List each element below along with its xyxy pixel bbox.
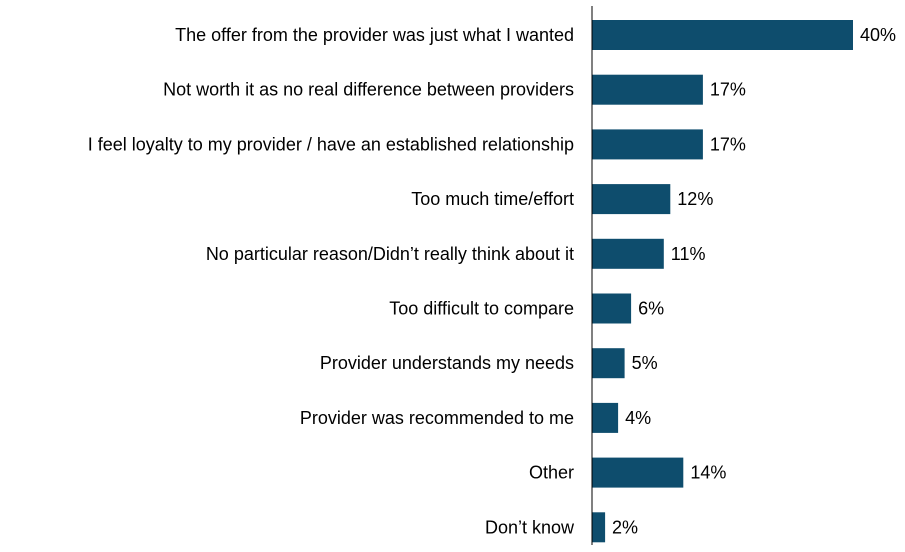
- category-label: Provider was recommended to me: [300, 408, 574, 428]
- bar: [592, 348, 625, 379]
- category-label: I feel loyalty to my provider / have an …: [88, 134, 574, 154]
- bar: [592, 20, 853, 50]
- value-label: 6%: [638, 299, 664, 319]
- value-label: 11%: [671, 244, 706, 264]
- bar: [592, 74, 703, 105]
- bar: [592, 129, 703, 160]
- category-label: The offer from the provider was just wha…: [175, 25, 574, 45]
- bar: [592, 293, 632, 324]
- value-label: 4%: [625, 408, 651, 428]
- value-label: 14%: [690, 463, 726, 483]
- value-label: 17%: [710, 80, 746, 100]
- category-label: Too difficult to compare: [389, 299, 574, 319]
- category-label: Not worth it as no real difference betwe…: [163, 80, 574, 100]
- category-label: No particular reason/Didn’t really think…: [206, 244, 574, 264]
- value-labels-layer: 40% 17% 17% 12% 11% 6% 5% 4% 14% 2%: [612, 25, 896, 537]
- bar: [592, 184, 671, 215]
- bar: [592, 238, 664, 269]
- value-label: 5%: [632, 353, 658, 373]
- bars-layer: [592, 20, 853, 543]
- value-label: 12%: [677, 189, 713, 209]
- category-labels-layer: The offer from the provider was just wha…: [88, 25, 575, 537]
- value-label: 17%: [710, 134, 746, 154]
- category-label: Other: [529, 463, 574, 483]
- bar: [592, 457, 684, 488]
- category-label: Provider understands my needs: [320, 353, 574, 373]
- category-label: Too much time/effort: [411, 189, 574, 209]
- value-label: 40%: [860, 25, 896, 45]
- bar: [592, 402, 619, 433]
- value-label: 2%: [612, 517, 638, 537]
- category-label: Don’t know: [485, 517, 575, 537]
- bar: [592, 512, 606, 543]
